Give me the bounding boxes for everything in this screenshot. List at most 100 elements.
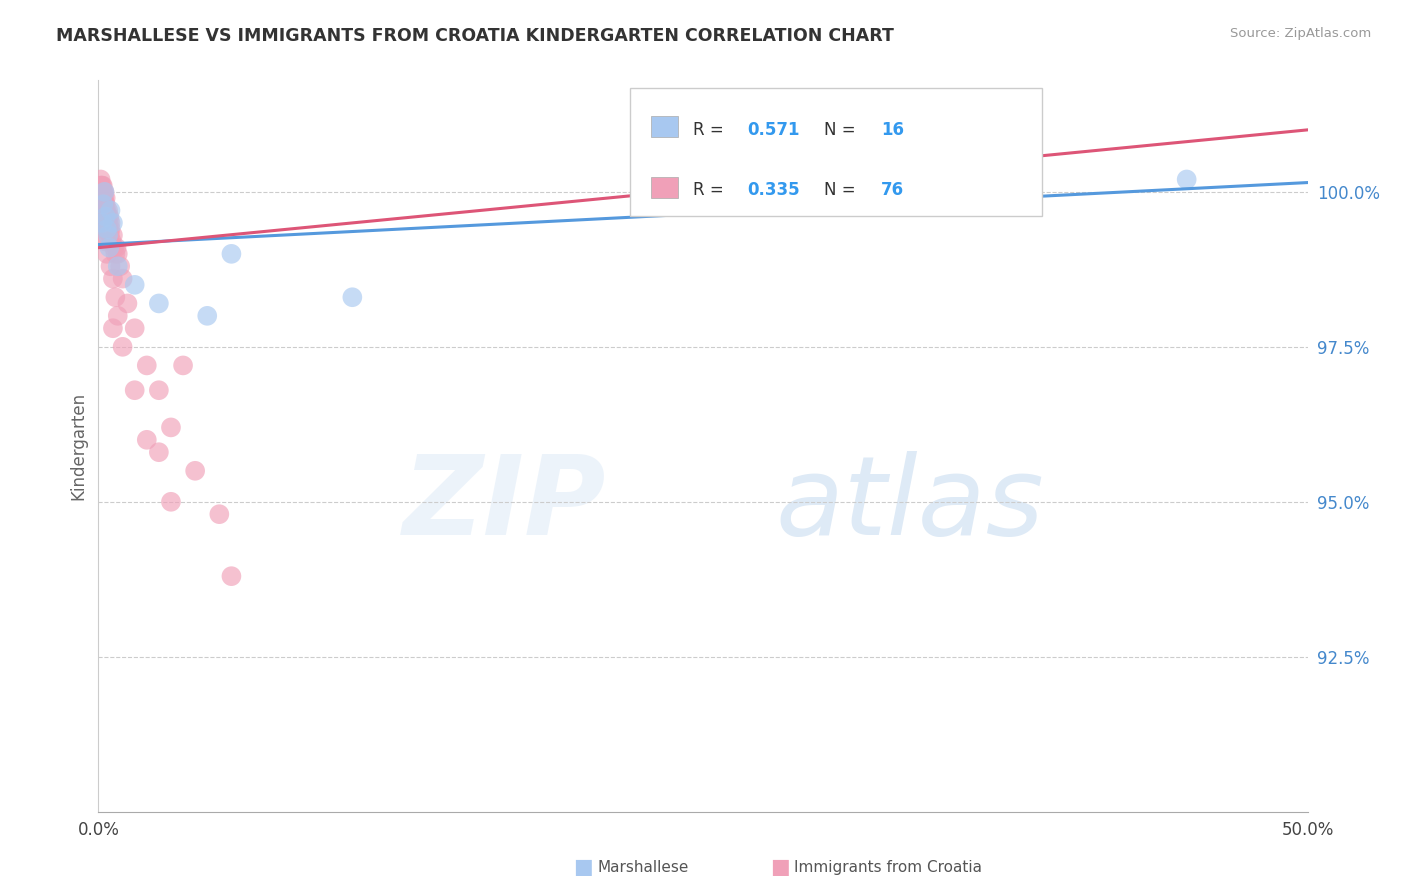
Text: MARSHALLESE VS IMMIGRANTS FROM CROATIA KINDERGARTEN CORRELATION CHART: MARSHALLESE VS IMMIGRANTS FROM CROATIA K… — [56, 27, 894, 45]
Point — [97, 203, 120, 218]
Point — [172, 359, 194, 373]
Y-axis label: Kindergarten: Kindergarten — [69, 392, 87, 500]
Point — [101, 228, 124, 243]
Point — [100, 235, 122, 249]
Text: R =: R = — [693, 181, 730, 199]
Point — [96, 247, 118, 261]
Point — [111, 340, 134, 354]
Point — [93, 203, 115, 218]
Point — [91, 185, 114, 199]
Point — [90, 197, 112, 211]
Point — [100, 216, 122, 230]
Point — [96, 210, 118, 224]
Point — [124, 277, 146, 292]
Point — [97, 216, 120, 230]
Point — [117, 296, 139, 310]
Text: N =: N = — [824, 121, 860, 139]
Point — [96, 203, 118, 218]
Point — [90, 185, 112, 199]
Point — [94, 235, 117, 249]
Point — [107, 309, 129, 323]
Point — [93, 228, 115, 243]
Point — [98, 210, 121, 224]
Point — [100, 259, 122, 273]
Point — [90, 191, 112, 205]
Point — [91, 197, 114, 211]
Point — [208, 507, 231, 521]
Point — [107, 247, 129, 261]
Point — [91, 216, 114, 230]
Point — [342, 290, 364, 304]
Point — [91, 197, 114, 211]
Point — [96, 216, 118, 230]
FancyBboxPatch shape — [630, 87, 1042, 216]
Point — [96, 222, 118, 236]
Point — [90, 185, 112, 199]
Point — [97, 216, 120, 230]
Point — [91, 178, 114, 193]
Text: N =: N = — [824, 181, 860, 199]
Point — [111, 271, 134, 285]
Point — [103, 241, 125, 255]
Point — [124, 383, 146, 397]
Point — [184, 464, 207, 478]
Point — [96, 210, 118, 224]
Point — [93, 185, 115, 199]
Point — [91, 191, 114, 205]
Point — [97, 228, 120, 243]
Point — [1175, 172, 1198, 186]
Point — [148, 445, 170, 459]
Text: 76: 76 — [880, 181, 904, 199]
Point — [89, 185, 111, 199]
Point — [91, 178, 114, 193]
Point — [94, 197, 117, 211]
Point — [91, 197, 114, 211]
Point — [91, 185, 114, 199]
Point — [91, 185, 114, 199]
Point — [221, 247, 243, 261]
Point — [101, 271, 124, 285]
Point — [93, 185, 115, 199]
Text: Immigrants from Croatia: Immigrants from Croatia — [794, 860, 983, 874]
Text: Source: ZipAtlas.com: Source: ZipAtlas.com — [1230, 27, 1371, 40]
Text: 0.571: 0.571 — [748, 121, 800, 139]
Point — [90, 172, 112, 186]
Point — [96, 222, 118, 236]
Point — [135, 433, 157, 447]
Point — [104, 247, 127, 261]
Point — [98, 228, 121, 243]
Point — [105, 241, 128, 255]
Text: Marshallese: Marshallese — [598, 860, 689, 874]
Text: ■: ■ — [770, 857, 790, 877]
Point — [91, 216, 114, 230]
Point — [98, 241, 121, 255]
Text: ZIP: ZIP — [402, 451, 606, 558]
Point — [100, 222, 122, 236]
Point — [94, 210, 117, 224]
Point — [148, 296, 170, 310]
Point — [93, 185, 115, 199]
Point — [91, 222, 114, 236]
Text: ■: ■ — [574, 857, 593, 877]
Point — [93, 191, 115, 205]
Text: atlas: atlas — [776, 451, 1045, 558]
Point — [107, 259, 129, 273]
Point — [97, 222, 120, 236]
Point — [89, 178, 111, 193]
Text: 16: 16 — [880, 121, 904, 139]
Point — [94, 203, 117, 218]
Point — [93, 197, 115, 211]
Point — [221, 569, 243, 583]
FancyBboxPatch shape — [651, 177, 678, 197]
Text: 0.335: 0.335 — [748, 181, 800, 199]
Text: R =: R = — [693, 121, 730, 139]
Point — [94, 191, 117, 205]
FancyBboxPatch shape — [651, 116, 678, 137]
Point — [101, 321, 124, 335]
Point — [148, 383, 170, 397]
Point — [195, 309, 218, 323]
Point — [90, 191, 112, 205]
Point — [90, 178, 112, 193]
Point — [101, 216, 124, 230]
Point — [100, 203, 122, 218]
